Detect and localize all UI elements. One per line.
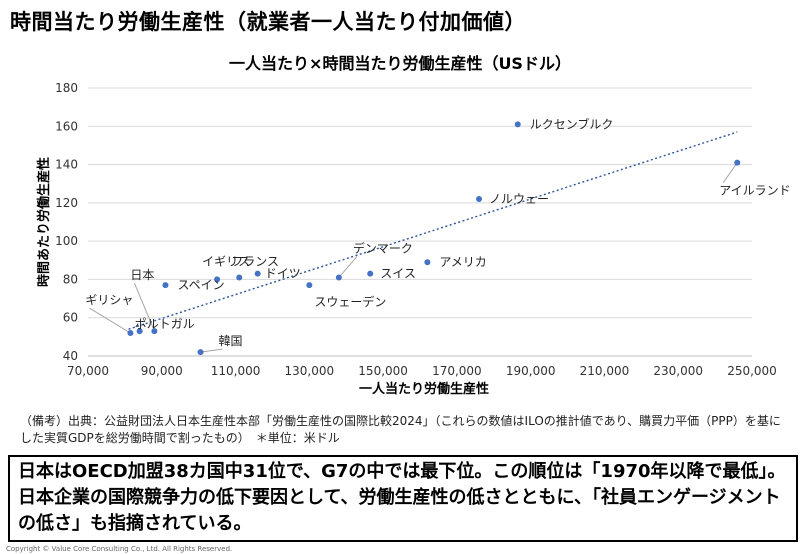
scatter-chart: 40 60 80 100 120 140 160 180 70,000 90,000 110,00… [36,81,791,397]
data-label: ギリシャ [85,293,133,307]
x-tick-label: 130,000 [285,364,335,378]
data-point [197,349,204,356]
grid-lines [88,87,752,319]
data-point [514,121,521,128]
data-point [127,330,134,337]
data-label: スイス [380,267,416,281]
data-label: ルクセンブルク [530,116,614,131]
x-tick-label: 210,000 [580,364,630,378]
data-point [367,270,374,277]
summary-box: 日本はOECD加盟38カ国中31位で、G7の中では最下位。この順位は「1970年… [8,455,798,542]
data-label: アイルランド [719,184,790,198]
x-tick-labels: 70,000 90,000 110,000 130,000 150,000 170,000… [67,364,777,378]
data-point [136,328,143,335]
data-point [162,282,169,289]
x-tick-label: 110,000 [211,364,261,378]
page-title: 時間当たり労働生産性（就業者一人当たり付加価値） [10,10,526,34]
y-tick-label: 120 [55,196,78,210]
label-leader-lines [89,162,738,353]
data-point [236,274,243,281]
y-tick-label: 160 [55,119,78,133]
data-point [306,282,313,289]
trend-line [128,131,738,330]
data-point [151,328,158,335]
x-axis-label: 一人当たり労働生産性 [359,381,489,397]
copyright: Copyright © Value Core Consulting Co., L… [6,545,233,553]
data-label: 日本 [130,268,154,282]
data-point [734,159,741,166]
data-label: 韓国 [219,334,243,348]
x-tick-label: 70,000 [67,364,109,378]
x-tick-label: 250,000 [727,364,777,378]
x-tick-label: 230,000 [653,364,703,378]
x-tick-label: 150,000 [358,364,408,378]
data-point [476,196,483,203]
leader-line [722,162,738,183]
x-tick-label: 90,000 [141,364,183,378]
data-label: フランス [231,255,279,269]
leader-line [133,282,155,332]
chart-title: 一人当たり×時間当たり労働生産性（USドル） [229,54,571,73]
y-tick-label: 140 [55,158,78,172]
data-label: アメリカ [439,255,486,269]
data-label: イギリス [202,254,250,268]
data-label: スペイン [177,278,224,292]
data-label: ドイツ [265,267,301,281]
y-tick-label: 40 [63,349,78,363]
y-tick-labels: 40 60 80 100 120 140 160 180 [55,81,78,363]
source-note: （備考）出典：公益財団法人日本生産性本部「労働生産性の国際比較2024」（これら… [20,414,781,445]
data-label: スウェーデン [314,294,386,309]
data-point [335,274,342,281]
y-tick-label: 80 [63,272,78,286]
data-point [424,259,431,266]
leader-line [89,307,131,334]
x-tick-label: 190,000 [506,364,556,378]
data-label: デンマーク [353,241,413,256]
data-point [254,270,261,277]
data-label: ノルウェー [489,192,549,206]
leader-line [200,348,223,353]
y-tick-label: 180 [55,81,78,95]
data-label: ポルトガル [135,317,195,331]
y-tick-label: 100 [55,234,78,248]
data-point [214,276,221,283]
y-tick-label: 60 [63,311,78,325]
data-points [127,121,741,356]
y-axis-label: 時間あたり労働生産性 [36,157,52,287]
x-tick-label: 170,000 [432,364,482,378]
leader-line [338,256,358,278]
